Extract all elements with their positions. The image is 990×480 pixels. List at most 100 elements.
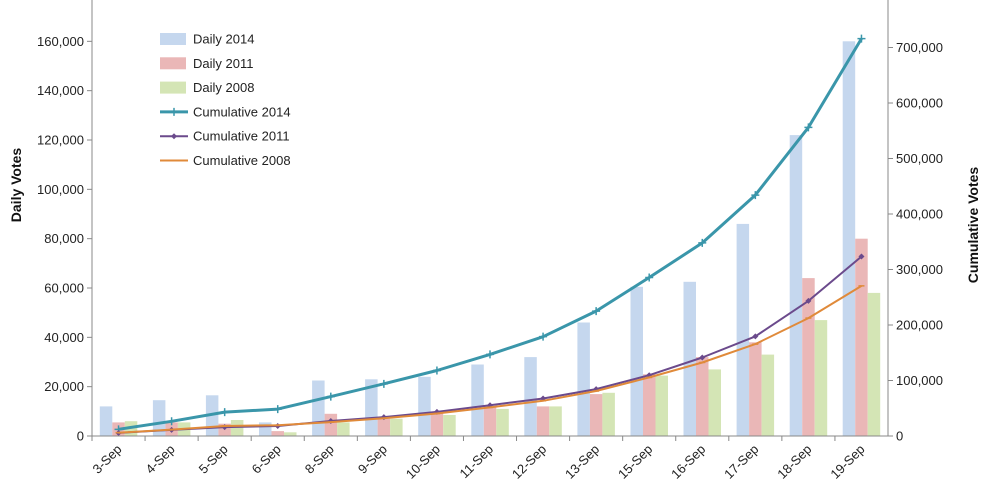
point-cumulative-2011-17-sep [752, 333, 759, 340]
point-cumulative-2014-6-sep [273, 405, 282, 414]
y2-tick-label: 300,000 [896, 262, 943, 277]
lines-layer [114, 34, 866, 436]
y2-tick-label: 400,000 [896, 207, 943, 222]
y2-tick-label: 700,000 [896, 40, 943, 55]
bar-daily-2014-4-sep [152, 400, 166, 436]
bar-daily-2008-10-sep [443, 415, 456, 436]
y2-axis-title: Cumulative Votes [965, 167, 981, 284]
bar-daily-2014-10-sep [418, 376, 431, 436]
bar-daily-2014-8-sep [312, 380, 325, 436]
x-tick-label: 8-Sep [302, 442, 337, 477]
x-tick-label: 18-Sep [774, 442, 814, 480]
y-tick-label: 100,000 [37, 182, 84, 197]
bar-daily-2008-5-sep [230, 420, 244, 436]
x-tick-label: 10-Sep [403, 442, 443, 480]
x-tick-label: 12-Sep [509, 442, 549, 480]
point-cumulative-2011-16-sep [699, 354, 706, 361]
point-cumulative-2014-17-sep [751, 191, 760, 200]
point-cumulative-2014-18-sep [804, 123, 813, 132]
y-tick-label: 80,000 [44, 231, 84, 246]
bar-daily-2008-15-sep [655, 375, 668, 436]
bar-daily-2008-19-sep [867, 292, 881, 436]
x-tick-label: 9-Sep [355, 442, 390, 477]
y2-tick-label: 600,000 [896, 96, 943, 111]
bar-daily-2011-12-sep [536, 406, 550, 436]
legend: Daily 2014 Daily 2011 Daily 2008 Cumulative… [160, 32, 291, 168]
bar-daily-2008-12-sep [549, 406, 562, 436]
point-cumulative-2014-13-sep [592, 307, 601, 316]
bar-daily-2008-17-sep [761, 354, 775, 436]
bar-daily-2011-17-sep [749, 342, 762, 436]
bar-daily-2011-16-sep [696, 357, 709, 436]
y2-tick-label: 200,000 [896, 318, 943, 333]
point-cumulative-2014-12-sep [539, 332, 548, 341]
x-tick-label: 15-Sep [615, 442, 655, 480]
legend-label-daily-2008: Daily 2008 [193, 80, 254, 95]
x-tick-label: 4-Sep [143, 442, 178, 477]
bars-layer [99, 41, 881, 437]
bar-daily-2014-15-sep [630, 286, 643, 436]
bar-daily-2011-9-sep [377, 418, 391, 436]
bar-daily-2014-18-sep [789, 135, 803, 436]
point-cumulative-2011-19-sep [858, 253, 865, 260]
x-tick-label: 16-Sep [668, 442, 708, 480]
legend-label-cumulative-2008: Cumulative 2008 [193, 153, 291, 168]
x-tick-label: 6-Sep [249, 442, 284, 477]
bar-daily-2011-19-sep [855, 238, 868, 436]
bar-daily-2011-18-sep [802, 278, 815, 436]
point-cumulative-2014-19-sep [857, 34, 866, 43]
bar-daily-2008-18-sep [814, 320, 828, 436]
y-tick-label: 60,000 [44, 281, 84, 296]
bar-daily-2011-6-sep [271, 431, 284, 436]
x-tick-label: 5-Sep [196, 442, 231, 477]
bar-daily-2014-19-sep [842, 41, 856, 437]
point-cumulative-2014-10-sep [432, 366, 441, 375]
y-tick-label: 40,000 [44, 330, 84, 345]
bar-daily-2014-12-sep [524, 357, 537, 436]
x-tick-label: 17-Sep [721, 442, 761, 480]
point-cumulative-2014-16-sep [698, 238, 707, 247]
bar-daily-2011-15-sep [643, 374, 656, 436]
y-tick-label: 120,000 [37, 133, 84, 148]
x-tick-label: 3-Sep [90, 442, 125, 477]
point-cumulative-2014-11-sep [486, 350, 494, 359]
bar-daily-2008-6-sep [284, 432, 297, 436]
point-cumulative-2014-4-sep [167, 417, 176, 426]
legend-swatch-daily-2008 [160, 81, 186, 94]
bar-daily-2011-8-sep [324, 413, 338, 436]
legend-marker-cumulative-2014 [170, 107, 178, 116]
y-tick-label: 160,000 [37, 34, 84, 49]
point-cumulative-2014-8-sep [326, 392, 335, 401]
bar-daily-2008-11-sep [496, 408, 509, 436]
legend-label-daily-2011: Daily 2011 [193, 56, 253, 71]
legend-label-daily-2014: Daily 2014 [193, 32, 254, 47]
bar-daily-2014-3-sep [99, 406, 113, 436]
bar-daily-2008-9-sep [390, 418, 403, 436]
bar-daily-2014-11-sep [471, 364, 484, 436]
y2-tick-label: 500,000 [896, 151, 943, 166]
bar-daily-2008-16-sep [708, 369, 721, 436]
legend-marker-cumulative-2011 [171, 133, 177, 140]
bar-daily-2011-13-sep [589, 394, 603, 436]
x-tick-label: 13-Sep [562, 442, 602, 480]
y-tick-label: 140,000 [37, 83, 84, 98]
legend-swatch-daily-2014 [160, 33, 186, 45]
y-tick-label: 0 [77, 429, 84, 444]
bar-daily-2014-9-sep [365, 379, 378, 436]
y-tick-label: 20,000 [44, 379, 84, 394]
bar-daily-2008-8-sep [337, 422, 350, 436]
bar-daily-2014-13-sep [577, 322, 590, 436]
point-cumulative-2014-5-sep [220, 408, 229, 417]
x-tick-label: 19-Sep [827, 442, 867, 480]
bar-daily-2008-13-sep [602, 392, 615, 436]
point-cumulative-2014-15-sep [645, 273, 654, 282]
bar-daily-2014-16-sep [683, 281, 696, 436]
legend-label-cumulative-2014: Cumulative 2014 [193, 104, 291, 119]
bar-daily-2011-11-sep [483, 406, 497, 436]
y2-tick-label: 100,000 [896, 373, 943, 388]
bar-daily-2011-10-sep [430, 412, 444, 436]
y2-tick-label: 0 [896, 429, 903, 444]
point-cumulative-2011-18-sep [805, 297, 812, 304]
y-axis-title: Daily Votes [8, 148, 24, 223]
